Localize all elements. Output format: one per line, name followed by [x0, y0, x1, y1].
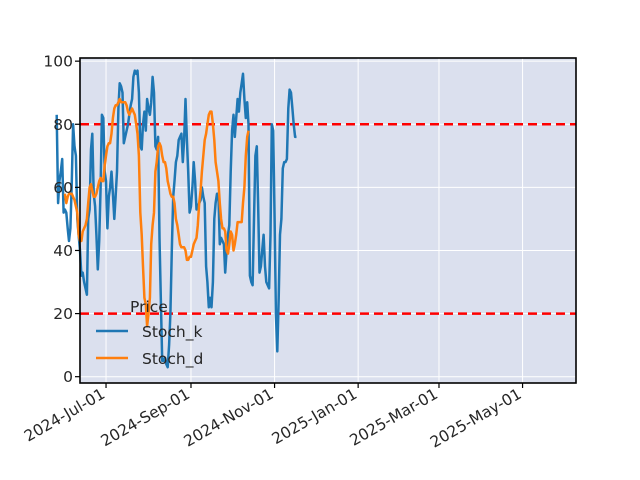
series-line-stoch-d	[63, 97, 250, 328]
legend-label-stoch-k: Stoch_k	[142, 323, 202, 342]
y-tick-label: 80	[53, 116, 73, 134]
series-line-stoch-k	[55, 69, 297, 369]
y-tick-label: 100	[43, 53, 73, 71]
legend: Price Stoch_k Stoch_d	[96, 298, 203, 369]
series-lines	[55, 69, 297, 369]
legend-title: Price	[130, 298, 168, 316]
legend-label-stoch-d: Stoch_d	[142, 350, 203, 369]
y-axis: 0 20 40 60 80 100	[43, 53, 80, 386]
y-tick-label: 20	[53, 305, 73, 323]
reference-lines	[80, 123, 576, 315]
y-tick-label: 0	[63, 368, 73, 386]
y-tick-label: 40	[53, 242, 73, 260]
y-tick-label: 60	[53, 179, 73, 197]
plot-frame	[79, 57, 577, 384]
